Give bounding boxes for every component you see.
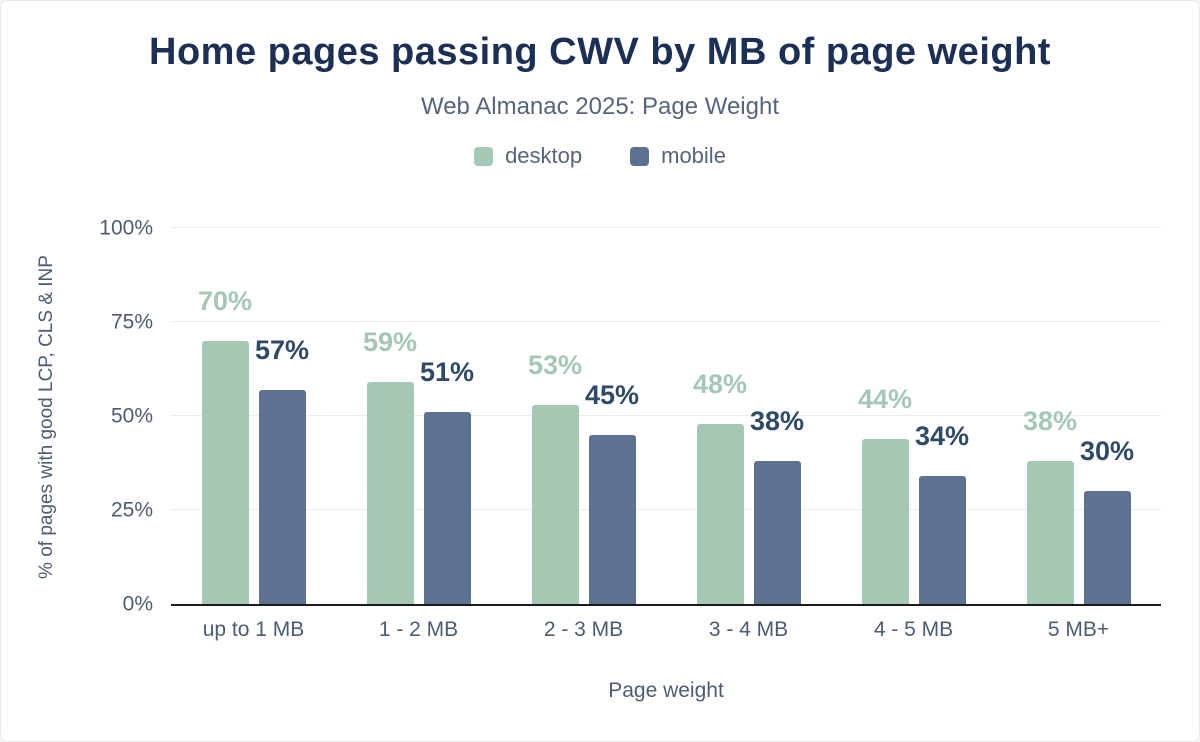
bar-slot-mobile: 38% <box>750 408 804 604</box>
gridline <box>171 509 1161 510</box>
legend-swatch-desktop <box>474 146 494 166</box>
x-axis-title: Page weight <box>608 679 724 702</box>
bar-mobile[interactable] <box>258 389 306 604</box>
value-label-desktop: 53% <box>527 349 583 380</box>
bar-slot-mobile: 51% <box>420 359 474 604</box>
bar-desktop[interactable] <box>201 340 249 604</box>
x-tick-label: 3 - 4 MB <box>708 618 789 641</box>
bar-mobile[interactable] <box>1083 491 1131 604</box>
x-tick-label: 1 - 2 MB <box>378 618 459 641</box>
bar-slot-mobile: 45% <box>585 381 639 604</box>
bar-slot-desktop: 44% <box>858 385 912 604</box>
plot-area: 0% 25% 50% 75% 100% 70% 57% up to 1 MB 59% 51% 1 -… <box>99 218 1161 641</box>
bar-desktop[interactable] <box>366 382 414 604</box>
legend: desktop mobile <box>1 143 1199 169</box>
value-label-desktop: 38% <box>1022 406 1078 437</box>
value-label-mobile: 34% <box>914 421 970 452</box>
bar-desktop[interactable] <box>696 423 744 604</box>
value-label-desktop: 44% <box>857 383 913 414</box>
legend-item-desktop[interactable]: desktop <box>474 143 582 169</box>
bar-slot-desktop: 70% <box>198 287 252 604</box>
x-tick-label: up to 1 MB <box>202 618 305 641</box>
bar-mobile[interactable] <box>423 412 471 604</box>
value-label-desktop: 59% <box>362 327 418 358</box>
bar-group: 38% 30% 5 MB+ <box>996 228 1161 641</box>
value-label-desktop: 48% <box>692 368 748 399</box>
y-tick-label: 100% <box>99 216 153 240</box>
x-tick-label: 4 - 5 MB <box>873 618 954 641</box>
x-tick-label: 2 - 3 MB <box>543 618 624 641</box>
bar-group: 44% 34% 4 - 5 MB <box>831 228 996 641</box>
bar-desktop[interactable] <box>531 404 579 604</box>
gridline <box>171 415 1161 416</box>
value-label-desktop: 70% <box>197 285 253 316</box>
value-label-mobile: 30% <box>1079 436 1135 467</box>
value-label-mobile: 51% <box>419 357 475 388</box>
bar-slot-mobile: 57% <box>255 336 309 604</box>
y-axis-title: % of pages with good LCP, CLS & INP <box>36 255 57 579</box>
y-tick-label: 50% <box>110 404 153 428</box>
y-tick-label: 25% <box>110 498 153 522</box>
bar-group: 70% 57% up to 1 MB <box>171 228 336 641</box>
bar-mobile[interactable] <box>588 434 636 604</box>
chart-subtitle: Web Almanac 2025: Page Weight <box>420 93 779 120</box>
value-label-mobile: 57% <box>254 334 310 365</box>
legend-label-desktop: desktop <box>505 143 583 168</box>
bar-mobile[interactable] <box>753 461 801 604</box>
bar-desktop[interactable] <box>1026 461 1074 604</box>
bar-group: 59% 51% 1 - 2 MB <box>336 228 501 641</box>
x-tick-label: 5 MB+ <box>1047 618 1110 641</box>
bar-slot-mobile: 30% <box>1080 438 1134 604</box>
chart-title: Home pages passing CWV by MB of page wei… <box>149 31 1051 73</box>
bar-group: 53% 45% 2 - 3 MB <box>501 228 666 641</box>
bar-slot-desktop: 53% <box>528 351 582 604</box>
bar-group: 48% 38% 3 - 4 MB <box>666 228 831 641</box>
gridline <box>171 321 1161 322</box>
bar-slot-desktop: 48% <box>693 370 747 604</box>
bar-slot-desktop: 59% <box>363 329 417 604</box>
gridline <box>171 227 1161 228</box>
legend-label-mobile: mobile <box>661 143 726 168</box>
value-label-mobile: 45% <box>584 379 640 410</box>
bar-slot-desktop: 38% <box>1023 408 1077 604</box>
bar-slot-mobile: 34% <box>915 423 969 604</box>
bar-mobile[interactable] <box>918 476 966 604</box>
legend-item-mobile[interactable]: mobile <box>630 143 726 169</box>
value-label-mobile: 38% <box>749 406 805 437</box>
y-tick-label: 75% <box>110 310 153 334</box>
y-tick-label: 0% <box>122 592 153 616</box>
bar-desktop[interactable] <box>861 438 909 604</box>
legend-swatch-mobile <box>630 146 650 166</box>
